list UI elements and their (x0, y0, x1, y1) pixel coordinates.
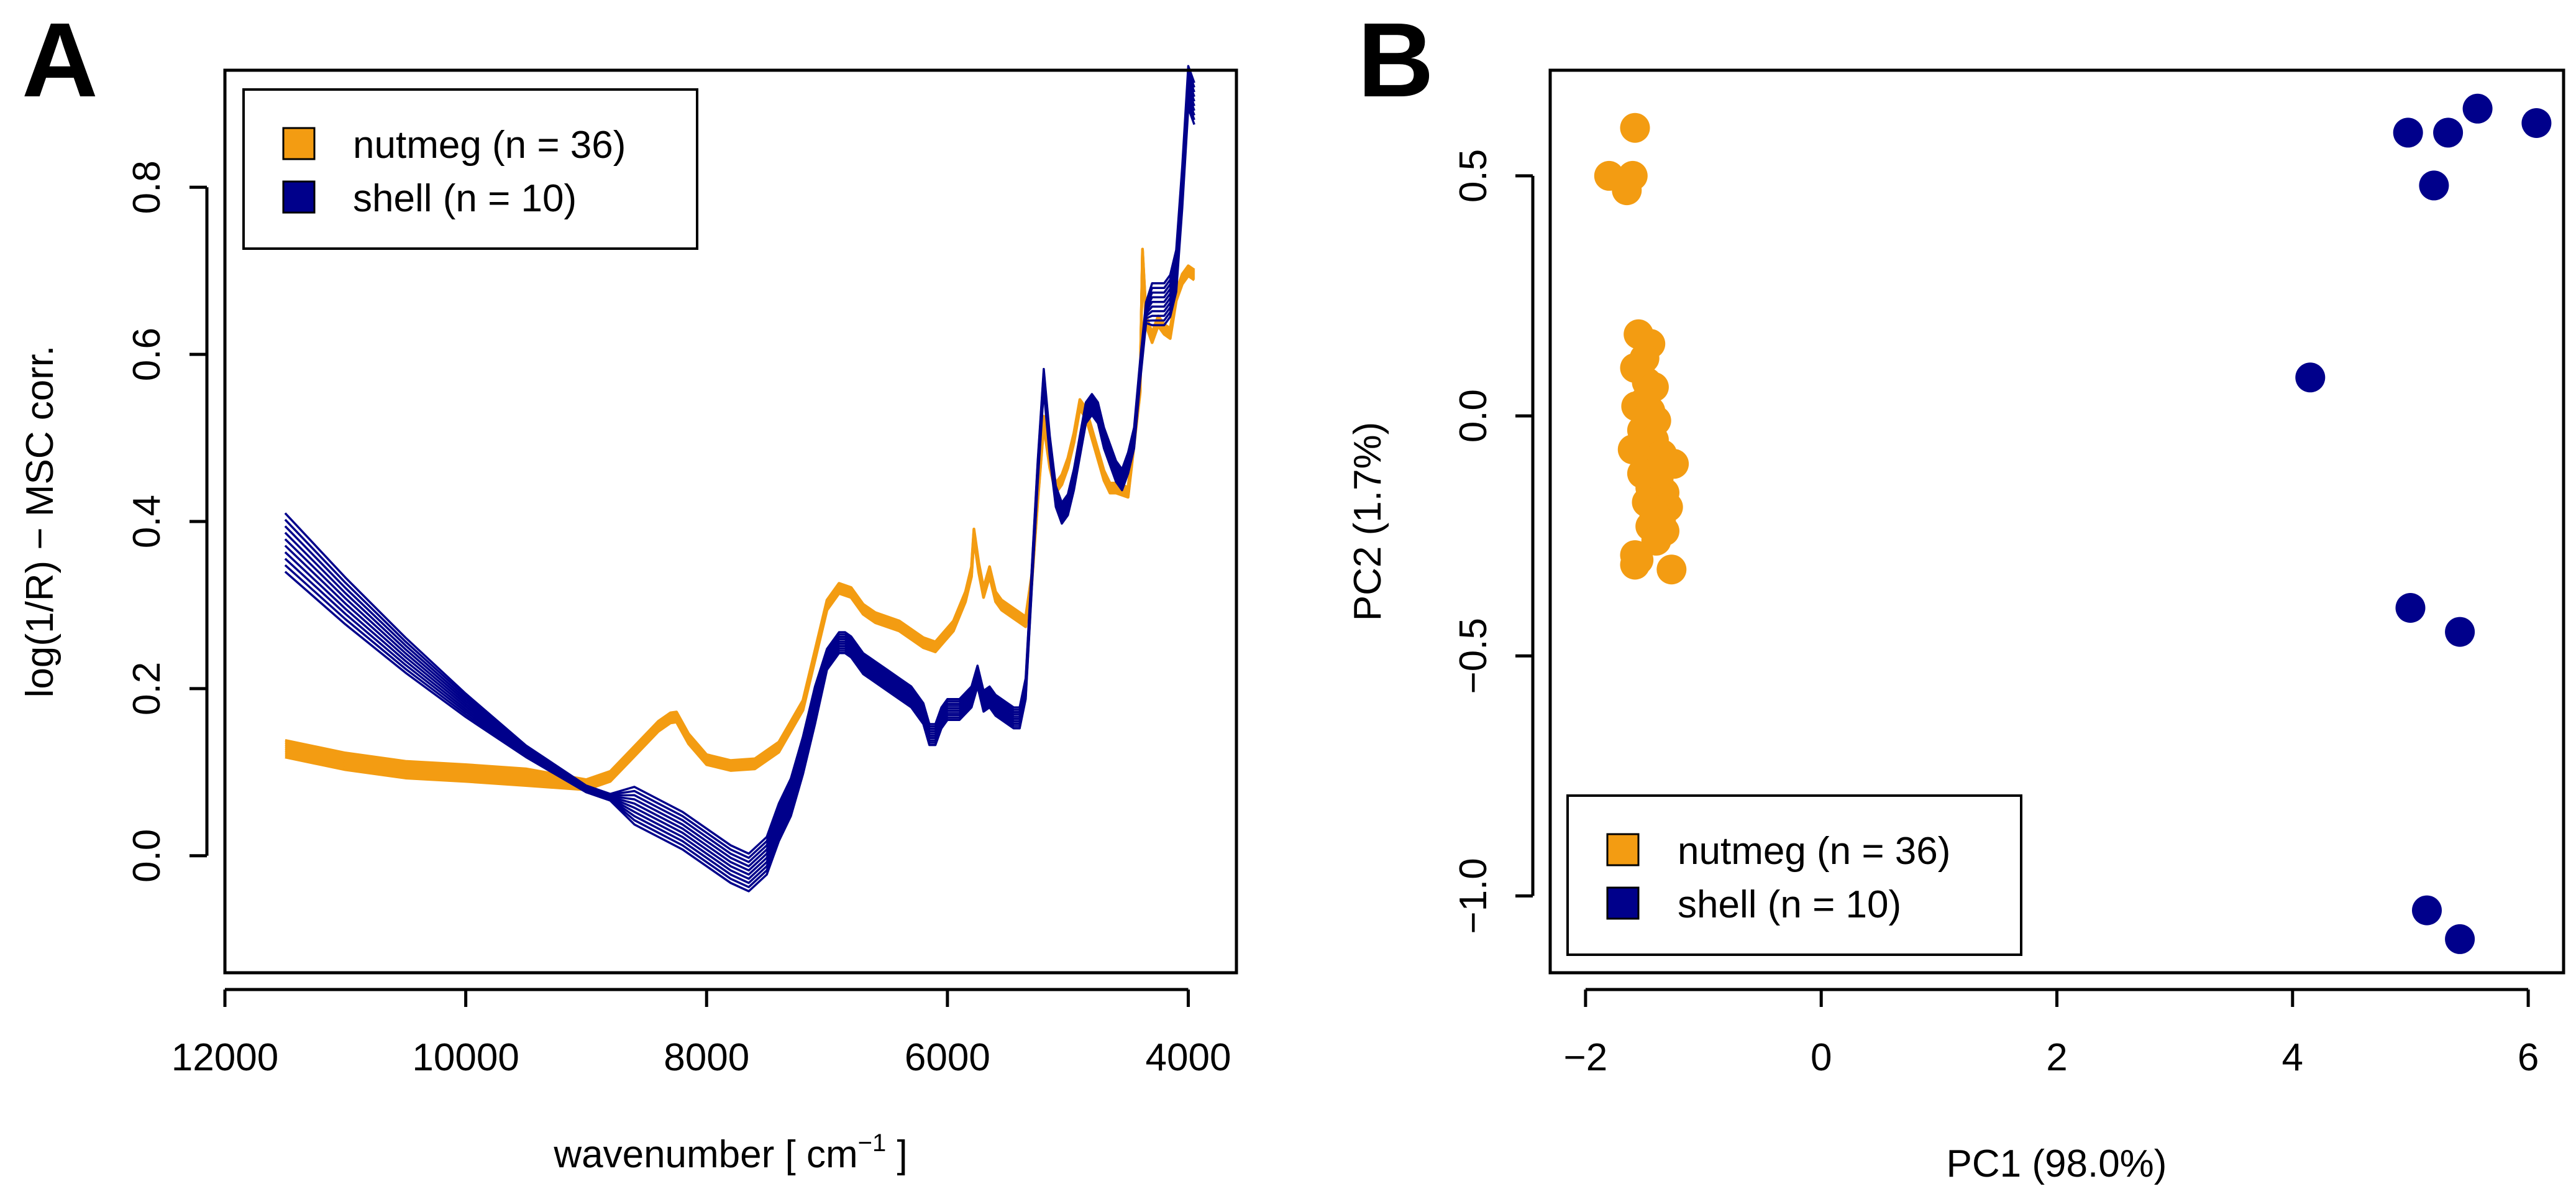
panel-b-y-tick-label: 0.5 (1452, 149, 1495, 203)
panel-a-series-shell (284, 65, 1195, 893)
panel-a: A 12000 10000 8000 6000 4000 0.0 0.2 0.4 0.6 0.8… (19, 1, 1238, 1176)
panel-a-frame (223, 68, 1238, 975)
panel-b-x-tick-label: 0 (1811, 1036, 1832, 1079)
panel-b-point-shell (2445, 924, 2475, 954)
panel-a-y-axis-title: log(1/R) − MSC corr. (19, 346, 62, 698)
panel-b-point-nutmeg (1612, 175, 1642, 206)
panel-b-x-tick-label: 6 (2518, 1036, 2539, 1079)
panel-b-point-shell (2295, 362, 2326, 393)
panel-a-legend-box (242, 88, 698, 250)
panel-a-y-tick-label: 0.4 (126, 495, 168, 548)
panel-a-spectrum-line-shell (284, 65, 1195, 855)
panel-b-frame (1548, 68, 2565, 975)
panel-a-spectrum-line-nutmeg (285, 257, 1195, 791)
panel-b-legend-swatch-shell (1606, 886, 1640, 920)
panel-b-point-shell (2445, 617, 2475, 647)
panel-b-legend-label-nutmeg: nutmeg (n = 36) (1678, 830, 1950, 873)
panel-a-spectrum-line-nutmeg (285, 254, 1195, 788)
panel-a-y-tick-label: 0.6 (126, 328, 168, 381)
panel-b-point-shell (2395, 593, 2426, 623)
panel-letter-a: A (22, 1, 98, 119)
panel-b-point-shell (2433, 117, 2464, 148)
panel-a-x-tick-label: 12000 (171, 1036, 278, 1079)
panel-a-legend-label-shell: shell (n = 10) (353, 177, 577, 220)
panel-a-spectrum-line-nutmeg (285, 251, 1195, 785)
panel-b-x-axis: −2 0 2 4 6 (1564, 988, 2539, 1079)
panel-b-point-shell (2462, 93, 2493, 124)
panel-b-point-shell (2393, 117, 2423, 148)
panel-a-legend-label-nutmeg: nutmeg (n = 36) (353, 124, 626, 167)
panel-b-point-nutmeg (1620, 549, 1650, 580)
panel-b: B −2 0 2 4 6 0.5 0.0 −0.5 −1.0 PC1 (98.0%) PC2 … (1346, 1, 2565, 1185)
panel-a-legend-swatch-shell (282, 180, 316, 214)
panel-a-y-axis: 0.0 0.2 0.4 0.6 0.8 (126, 160, 209, 883)
panel-a-spectrum-line-nutmeg (285, 250, 1195, 784)
panel-b-y-axis-title: PC2 (1.7%) (1346, 422, 1389, 621)
panel-a-y-tick-label: 0.2 (126, 662, 168, 715)
panel-b-legend-swatch-nutmeg (1606, 833, 1640, 866)
panel-b-point-shell (2412, 895, 2442, 926)
panel-a-x-axis-title: wavenumber [ cm−1 ] (553, 1129, 907, 1176)
panel-b-point-nutmeg (1620, 113, 1650, 143)
panel-a-spectrum-line-nutmeg (285, 256, 1195, 790)
panel-b-point-nutmeg (1656, 554, 1687, 585)
panel-a-x-axis: 12000 10000 8000 6000 4000 (171, 988, 1231, 1079)
panel-b-x-tick-label: 2 (2046, 1036, 2067, 1079)
panel-a-x-tick-label: 6000 (905, 1036, 990, 1079)
panel-a-x-tick-label: 4000 (1146, 1036, 1231, 1079)
panel-a-plot-area (284, 65, 1195, 893)
panel-b-y-tick-label: −1.0 (1452, 858, 1495, 934)
panel-a-legend: nutmeg (n = 36) shell (n = 10) (242, 88, 698, 250)
panel-b-x-axis-title: PC1 (98.0%) (1947, 1142, 2167, 1185)
panel-b-legend-label-shell: shell (n = 10) (1678, 883, 1901, 926)
panel-b-y-tick-label: −0.5 (1452, 618, 1495, 694)
panel-a-spectrum-line-nutmeg (285, 252, 1195, 786)
panel-b-y-axis: 0.5 0.0 −0.5 −1.0 (1452, 149, 1535, 934)
panel-a-series-nutmeg (285, 247, 1195, 791)
panel-b-x-tick-label: 4 (2282, 1036, 2303, 1079)
panel-a-y-tick-label: 0.8 (126, 160, 168, 214)
panel-b-legend: nutmeg (n = 36) shell (n = 10) (1566, 794, 2022, 956)
panel-b-plot-area (1594, 93, 2552, 954)
panel-a-legend-swatch-nutmeg (282, 127, 316, 160)
panel-a-spectrum-line-nutmeg (285, 255, 1195, 789)
panel-b-series-shell (2295, 93, 2552, 954)
panel-b-point-nutmeg (1641, 525, 1671, 556)
panel-b-x-tick-label: −2 (1564, 1036, 1608, 1079)
panel-a-y-tick-label: 0.0 (126, 829, 168, 883)
panel-a-x-tick-label: 10000 (412, 1036, 519, 1079)
panel-b-point-shell (2419, 170, 2449, 201)
panel-letter-b: B (1358, 1, 1434, 119)
panel-b-y-tick-label: 0.0 (1452, 389, 1495, 443)
panel-b-series-nutmeg (1594, 113, 1689, 585)
panel-b-legend-box (1566, 794, 2022, 956)
panel-a-x-tick-label: 8000 (664, 1036, 749, 1079)
panel-b-point-shell (2521, 108, 2552, 138)
